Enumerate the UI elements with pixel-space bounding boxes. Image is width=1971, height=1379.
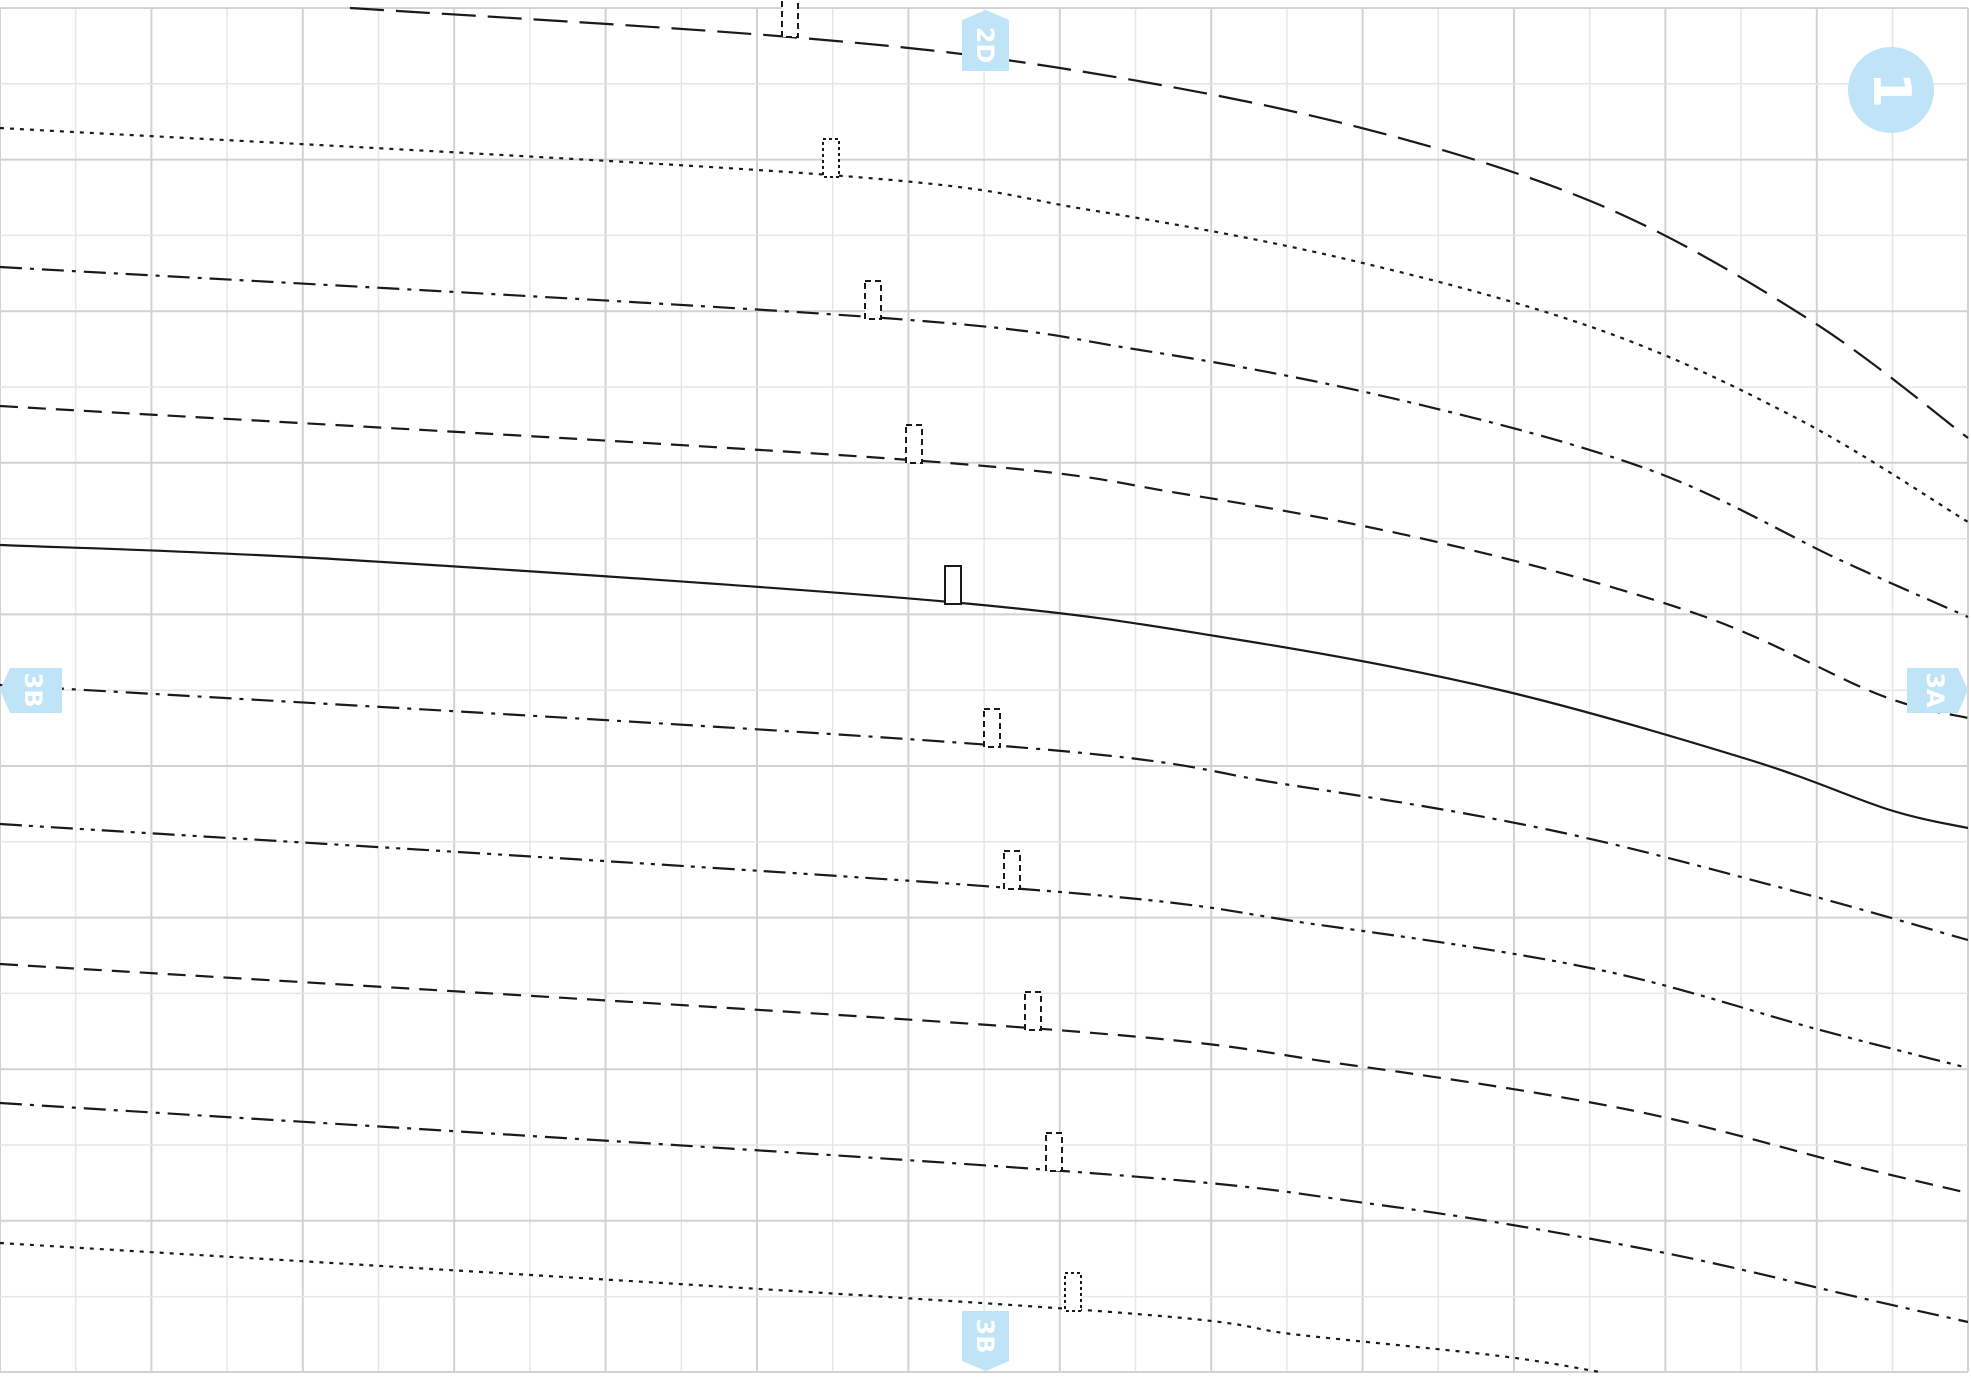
line-marker-tick — [905, 424, 923, 464]
line-marker-tick — [781, 0, 799, 38]
contour-line — [0, 404, 1969, 720]
sheet-number-badge[interactable]: 1 — [1848, 47, 1934, 133]
contour-line — [0, 683, 1969, 942]
contour-line — [349, 6, 1969, 439]
line-marker-tick — [1024, 991, 1042, 1031]
line-marker-tick — [864, 280, 882, 320]
contour-line — [0, 962, 1969, 1195]
contour-line — [0, 543, 1969, 830]
section-markers — [781, 0, 1082, 1312]
line-marker-tick — [1045, 1132, 1063, 1172]
sheet-number-label: 1 — [1861, 72, 1921, 108]
contour-line — [0, 1241, 1601, 1374]
section-marker-top[interactable]: 2D — [962, 10, 1009, 71]
line-marker-tick — [1064, 1272, 1082, 1312]
contour-lines — [0, 6, 1969, 1374]
line-marker-tick — [1003, 850, 1021, 890]
section-marker-left[interactable]: 3B — [0, 668, 62, 713]
grid — [0, 7, 1969, 1373]
section-marker-left-label: 3B — [19, 673, 47, 708]
section-marker-right[interactable]: 3A — [1907, 668, 1968, 713]
section-marker-top-label: 2D — [971, 27, 999, 64]
section-marker-bottom-label: 3B — [971, 1319, 999, 1354]
contour-line — [0, 265, 1969, 619]
line-marker-tick — [983, 708, 1001, 748]
contour-line — [0, 1101, 1969, 1324]
section-marker-right-label: 3A — [1921, 672, 1949, 708]
section-marker-bottom[interactable]: 3B — [962, 1311, 1009, 1371]
line-marker-tick — [822, 138, 840, 178]
contour-line — [0, 822, 1969, 1070]
line-marker-tick — [944, 565, 962, 605]
